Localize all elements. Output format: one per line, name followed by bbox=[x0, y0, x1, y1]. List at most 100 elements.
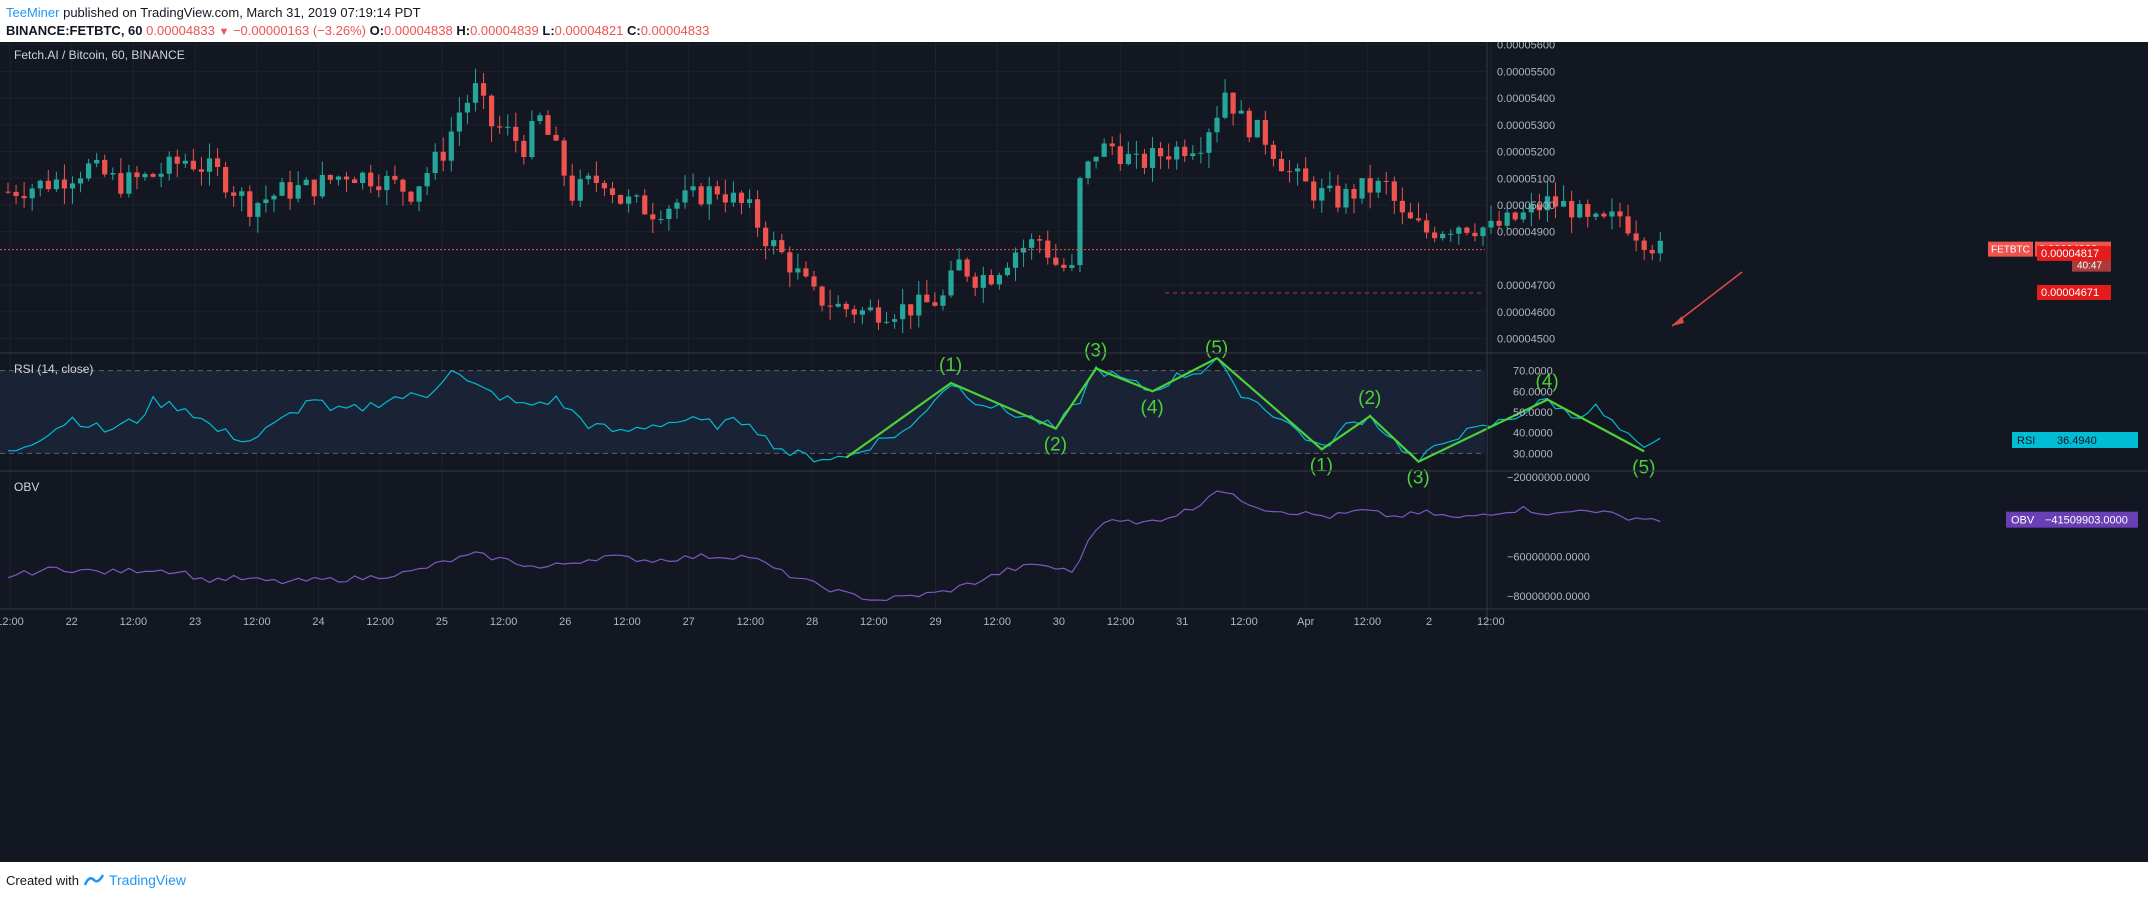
candle[interactable] bbox=[335, 175, 342, 186]
candle[interactable] bbox=[1286, 159, 1293, 183]
candle[interactable] bbox=[787, 246, 793, 288]
candle[interactable] bbox=[674, 198, 680, 219]
candle[interactable] bbox=[182, 153, 188, 168]
candle[interactable] bbox=[206, 143, 213, 186]
candle[interactable] bbox=[1270, 140, 1277, 167]
candle[interactable] bbox=[311, 179, 317, 205]
candle[interactable] bbox=[1004, 262, 1011, 277]
candle[interactable] bbox=[21, 181, 27, 208]
candle[interactable] bbox=[368, 164, 374, 194]
candle[interactable] bbox=[1141, 148, 1148, 175]
candle[interactable] bbox=[1093, 156, 1099, 169]
candle[interactable] bbox=[271, 193, 277, 213]
candle[interactable] bbox=[1641, 237, 1647, 260]
candle[interactable] bbox=[658, 210, 664, 224]
candle[interactable] bbox=[1085, 160, 1091, 185]
candle[interactable] bbox=[279, 177, 285, 197]
candle[interactable] bbox=[1536, 193, 1542, 220]
candle[interactable] bbox=[392, 165, 398, 185]
candle[interactable] bbox=[916, 281, 922, 328]
candle[interactable] bbox=[37, 179, 43, 197]
candle[interactable] bbox=[617, 194, 624, 205]
candle[interactable] bbox=[53, 171, 59, 192]
candle[interactable] bbox=[1504, 204, 1510, 230]
candle[interactable] bbox=[1198, 137, 1204, 164]
candle[interactable] bbox=[529, 110, 535, 160]
candle[interactable] bbox=[1029, 233, 1035, 260]
candle[interactable] bbox=[634, 193, 640, 204]
candle[interactable] bbox=[1544, 181, 1551, 222]
candle[interactable] bbox=[1432, 226, 1438, 243]
candle[interactable] bbox=[1391, 176, 1397, 214]
candle[interactable] bbox=[545, 110, 551, 136]
candle[interactable] bbox=[166, 151, 172, 181]
candle[interactable] bbox=[1423, 213, 1430, 239]
candle[interactable] bbox=[1278, 151, 1285, 172]
candle[interactable] bbox=[231, 186, 237, 207]
candle[interactable] bbox=[13, 184, 19, 205]
candle[interactable] bbox=[553, 126, 559, 142]
candle[interactable] bbox=[1335, 174, 1341, 213]
candle[interactable] bbox=[1375, 177, 1381, 199]
candle[interactable] bbox=[110, 167, 116, 181]
candle[interactable] bbox=[360, 171, 366, 190]
candle[interactable] bbox=[513, 112, 519, 153]
candle[interactable] bbox=[1472, 223, 1478, 242]
candle[interactable] bbox=[666, 205, 672, 231]
candle[interactable] bbox=[1456, 225, 1462, 245]
rsi-pane[interactable]: RSI (14, close) (1) (2) (3) (4) (5) (1) (2) (3) (… bbox=[0, 338, 1661, 489]
candle[interactable] bbox=[432, 143, 438, 180]
candle[interactable] bbox=[593, 161, 599, 193]
candle[interactable] bbox=[1101, 138, 1107, 158]
candle[interactable] bbox=[295, 171, 301, 203]
candle[interactable] bbox=[1045, 230, 1051, 265]
candle[interactable] bbox=[1528, 192, 1534, 227]
candle[interactable] bbox=[1488, 205, 1494, 234]
candle[interactable] bbox=[1206, 128, 1212, 169]
candle[interactable] bbox=[1593, 212, 1599, 221]
candle[interactable] bbox=[867, 299, 874, 312]
candle[interactable] bbox=[190, 148, 196, 172]
candle[interactable] bbox=[5, 182, 11, 194]
candle[interactable] bbox=[1037, 235, 1043, 254]
candle[interactable] bbox=[1230, 92, 1236, 126]
candle[interactable] bbox=[480, 73, 487, 109]
candle[interactable] bbox=[1569, 190, 1575, 234]
tradingview-brand[interactable]: TradingView bbox=[108, 872, 187, 888]
candle[interactable] bbox=[1053, 243, 1059, 267]
candle[interactable] bbox=[456, 96, 462, 146]
candle[interactable] bbox=[964, 257, 970, 282]
candle[interactable] bbox=[319, 161, 325, 199]
candle[interactable] bbox=[384, 170, 390, 206]
candle[interactable] bbox=[1448, 229, 1454, 242]
candle[interactable] bbox=[1383, 171, 1389, 195]
candle[interactable] bbox=[763, 221, 769, 260]
candle[interactable] bbox=[843, 301, 849, 317]
candle[interactable] bbox=[1262, 110, 1268, 155]
candle[interactable] bbox=[472, 68, 479, 112]
candle[interactable] bbox=[577, 169, 583, 208]
candle[interactable] bbox=[343, 171, 350, 193]
candle[interactable] bbox=[626, 189, 632, 213]
candle[interactable] bbox=[255, 201, 261, 233]
candle[interactable] bbox=[1311, 176, 1317, 209]
candle[interactable] bbox=[247, 185, 253, 227]
rsi-line[interactable] bbox=[7, 357, 1661, 463]
candle[interactable] bbox=[94, 152, 100, 168]
candle[interactable] bbox=[505, 114, 511, 136]
candle[interactable] bbox=[1617, 202, 1623, 228]
candle[interactable] bbox=[561, 137, 567, 187]
candle[interactable] bbox=[142, 171, 148, 181]
candle[interactable] bbox=[29, 183, 35, 211]
candle[interactable] bbox=[174, 149, 180, 178]
candle[interactable] bbox=[118, 158, 124, 198]
candle[interactable] bbox=[263, 185, 269, 213]
candle[interactable] bbox=[569, 163, 575, 206]
candle[interactable] bbox=[1166, 143, 1172, 169]
candle[interactable] bbox=[980, 266, 986, 303]
candle[interactable] bbox=[738, 190, 745, 215]
candle[interactable] bbox=[1182, 139, 1188, 163]
candle[interactable] bbox=[1399, 187, 1405, 225]
candle[interactable] bbox=[811, 270, 817, 291]
candle[interactable] bbox=[932, 292, 938, 307]
